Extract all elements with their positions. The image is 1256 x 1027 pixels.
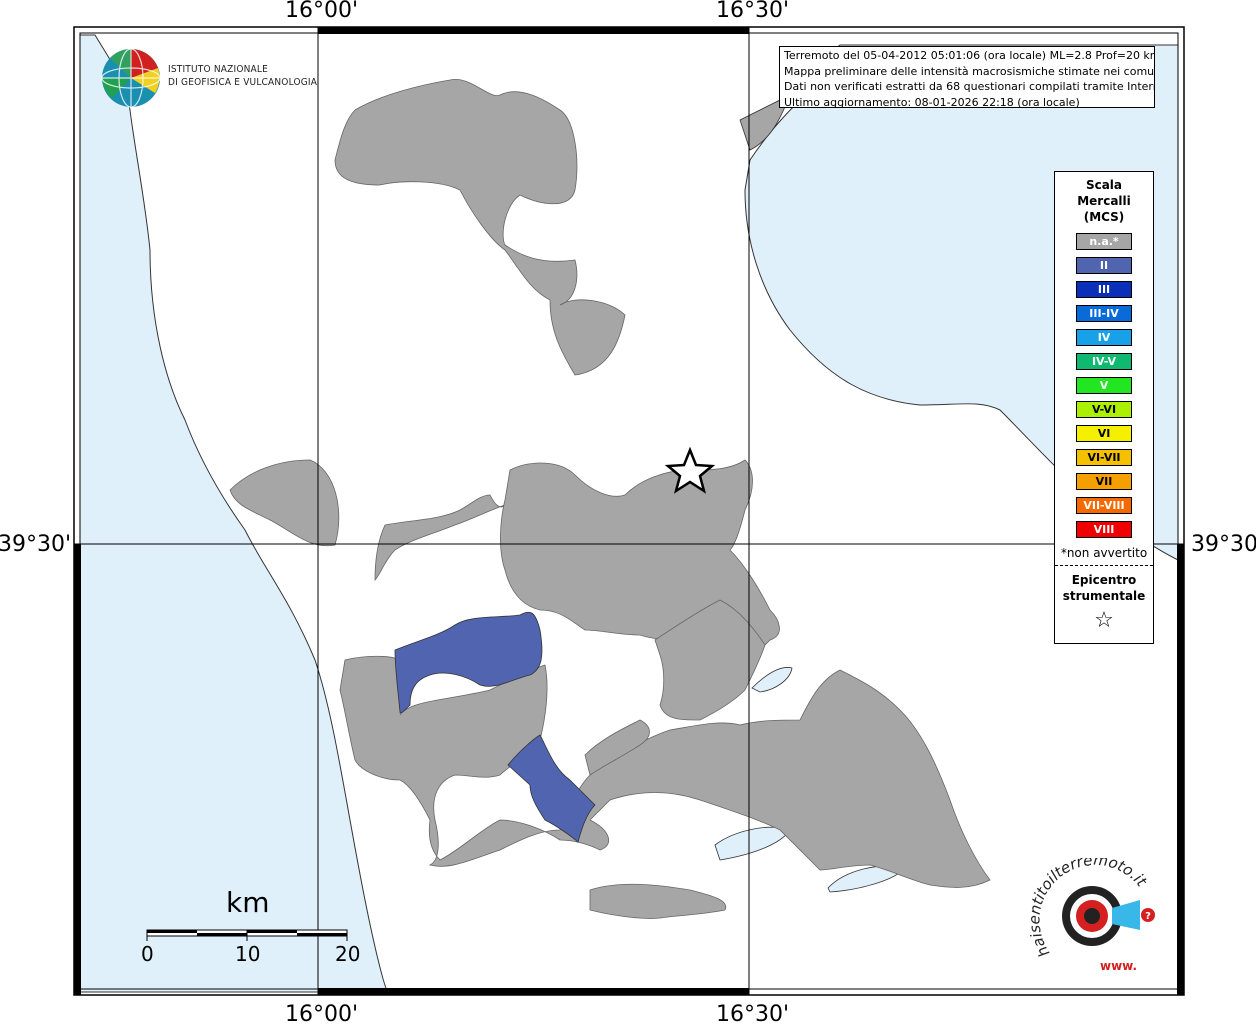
legend-swatch-4: IV [1076,329,1132,346]
scale-bar [146,929,348,941]
legend-epicenter-2: strumentale [1062,589,1146,603]
municipalities-II [394,611,596,843]
coord-bottom-right: 16°30' [716,1002,790,1027]
legend-swatch-3: III-IV [1076,305,1132,322]
mcs-legend: Scala Mercalli (MCS) n.a.* II III III-IV IV I… [1054,171,1154,644]
info-line-3: Dati non verificati estratti da 68 quest… [784,80,1155,93]
map-border [73,26,1185,996]
coord-top-left: 16°00' [285,0,359,23]
legend-swatch-7: V-VI [1076,401,1132,418]
legend-swatch-6: V [1076,377,1132,394]
svg-text:?: ? [1145,911,1151,922]
hai-sentito-logo: ? haisentitoilterremoto.it www. [1030,858,1155,973]
legend-swatch-9: VI-VII [1076,449,1132,466]
legend-swatch-1: II [1076,257,1132,274]
legend-note: *non avvertito [1060,546,1148,560]
coord-bottom-left: 16°00' [285,1002,359,1027]
scale-unit: km [226,886,270,919]
legend-swatch-8: VI [1076,425,1132,442]
legend-title: Scala Mercalli (MCS) [1055,177,1153,225]
logo-www: www. [1100,959,1137,973]
ingv-globe-icon [101,48,161,108]
institute-line-1: ISTITUTO NAZIONALE [168,64,268,75]
scale-tick-0: 0 [141,942,154,966]
legend-items: n.a.* II III III-IV IV IV-V V V-VI VI VI-VII VII VI… [1055,233,1153,538]
legend-swatch-2: III [1076,281,1132,298]
info-line-2: Mappa preliminare delle intensità macros… [784,64,1155,78]
scale-tick-20: 20 [335,942,361,966]
coord-right-lat: 39°30' [1191,532,1256,557]
legend-title-1: Scala [1085,178,1123,192]
legend-swatch-0: n.a.* [1076,233,1132,250]
institute-name: ISTITUTO NAZIONALE DI GEOFISICA E VULCAN… [168,63,317,89]
institute-line-2: DI GEOFISICA E VULCANOLOGIA [168,77,318,88]
info-line-1: Terremoto del 05-04-2012 05:01:06 (ora l… [784,49,1155,62]
epicenter-star [664,446,716,494]
municipalities-na [229,79,991,919]
legend-swatch-12: VIII [1076,521,1132,538]
coord-top-right: 16°30' [716,0,790,23]
graticule [74,27,1184,995]
lake-1 [751,667,793,693]
legend-swatch-10: VII [1076,473,1132,490]
coord-left-lat: 39°30' [0,532,72,557]
legend-title-3: (MCS) [1083,210,1125,224]
legend-epicenter-1: Epicentro [1071,573,1137,587]
legend-separator [1055,565,1153,566]
info-line-4: Ultimo aggiornamento: 08-01-2026 22:18 (… [784,95,1080,108]
legend-title-2: Mercalli [1077,194,1131,208]
legend-epicenter-label: Epicentro strumentale [1055,572,1153,604]
legend-swatch-5: IV-V [1076,353,1132,370]
sea-west [79,34,390,993]
scale-tick-10: 10 [235,942,261,966]
event-info-box: Terremoto del 05-04-2012 05:01:06 (ora l… [779,46,1155,108]
legend-swatch-11: VII-VIII [1076,497,1132,514]
legend-star-icon: ☆ [1094,608,1114,633]
